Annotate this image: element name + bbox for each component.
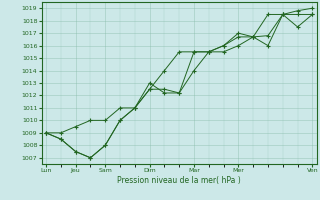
X-axis label: Pression niveau de la mer( hPa ): Pression niveau de la mer( hPa ): [117, 176, 241, 185]
